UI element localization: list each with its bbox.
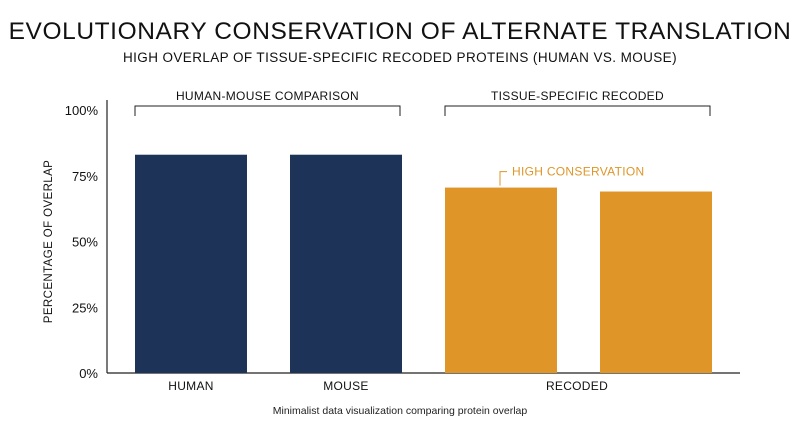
y-tick-label: 0% (79, 366, 98, 381)
annotation-label: HIGH CONSERVATION (512, 165, 644, 179)
y-axis-label: PERCENTAGE OF OVERLAP (43, 160, 55, 323)
group-label: TISSUE-SPECIFIC RECODED (491, 89, 664, 103)
x-tick-label: RECODED (546, 379, 608, 393)
chart-subtitle: HIGH OVERLAP OF TISSUE-SPECIFIC RECODED … (123, 50, 677, 65)
chart-caption: Minimalist data visualization comparing … (272, 405, 528, 417)
group-label: HUMAN-MOUSE COMPARISON (176, 89, 359, 103)
bar (290, 154, 402, 373)
bar (600, 191, 712, 373)
group-bracket (134, 105, 401, 116)
y-tick-label: 50% (72, 235, 98, 250)
x-tick-label: HUMAN (168, 379, 214, 393)
y-tick-label: 25% (72, 300, 98, 315)
y-tick-label: 75% (72, 169, 98, 184)
annotation-leader (499, 171, 507, 186)
bar (135, 154, 247, 373)
chart-title: EVOLUTIONARY CONSERVATION OF ALTERNATE T… (8, 18, 792, 45)
group-bracket (444, 105, 711, 116)
bar (445, 187, 557, 373)
x-tick-label: MOUSE (323, 379, 369, 393)
y-tick-label: 100% (65, 103, 99, 118)
